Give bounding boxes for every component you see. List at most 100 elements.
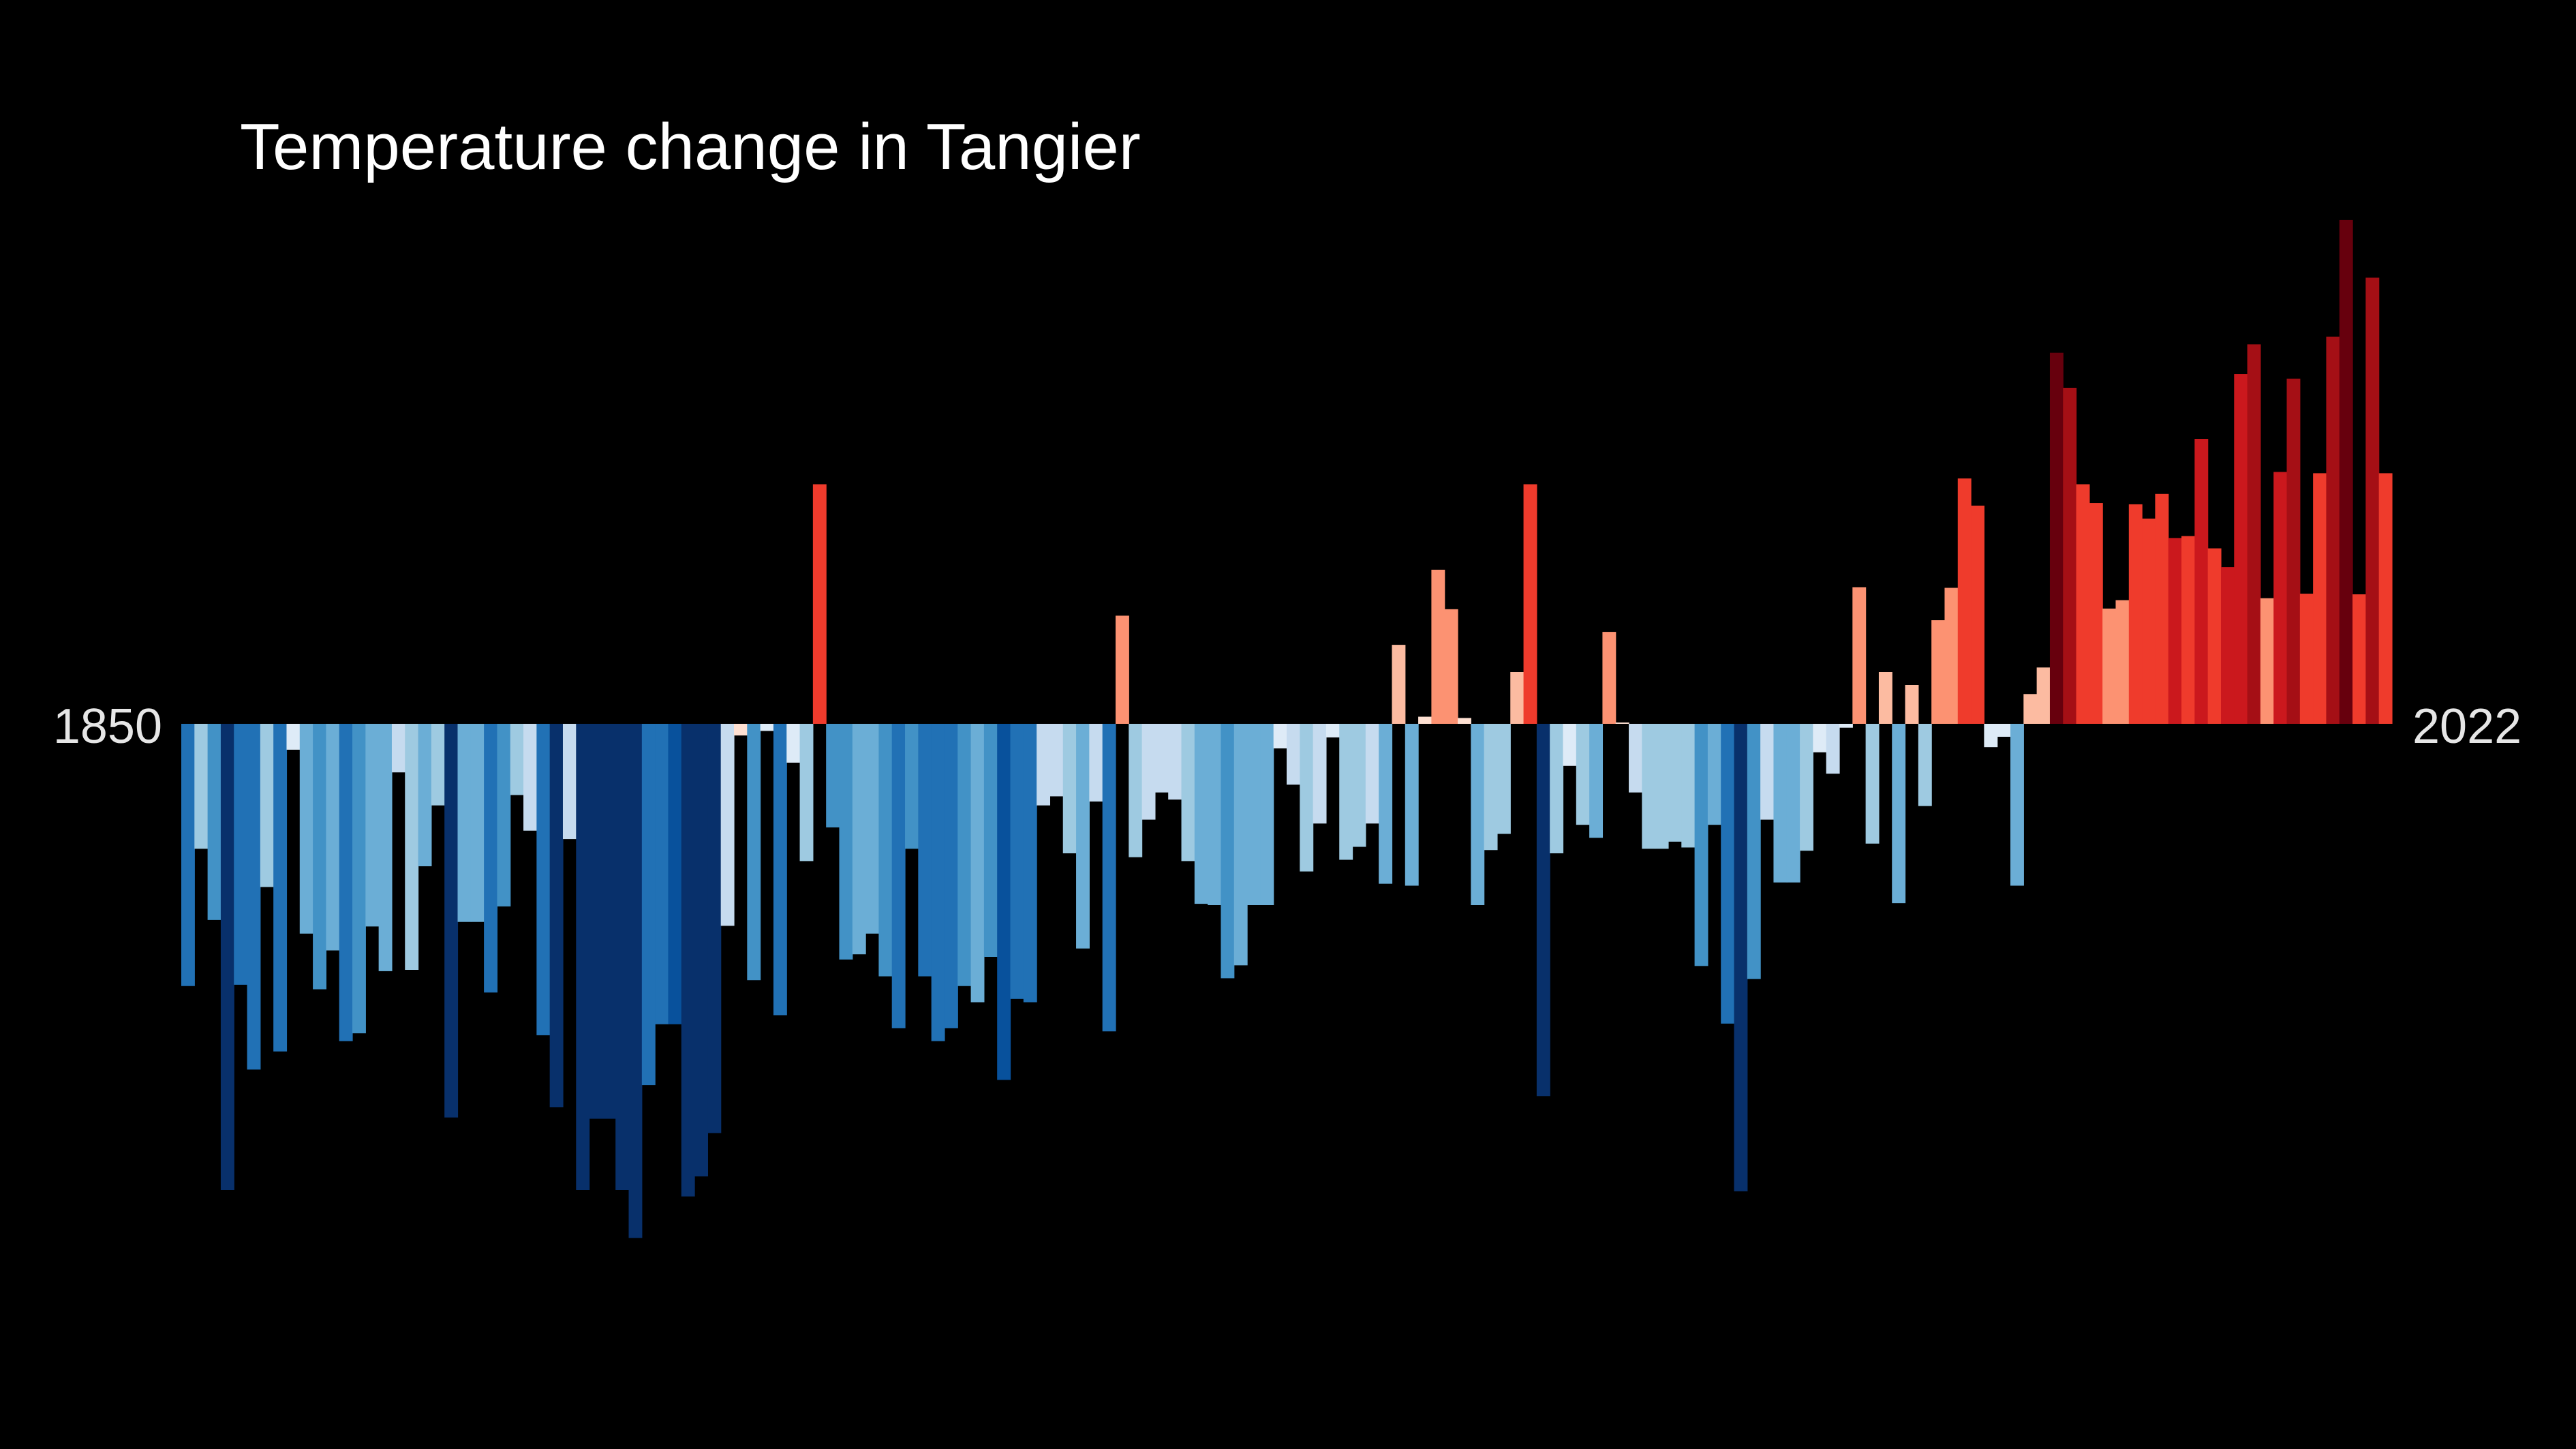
bar-1912: [997, 724, 1011, 1080]
bar-1960: [1629, 724, 1642, 793]
bar-1854: [234, 724, 248, 985]
bar-1955: [1563, 724, 1577, 766]
bar-1975: [1826, 724, 1840, 774]
bar-1946: [1444, 609, 1458, 724]
bar-1950: [1497, 724, 1511, 834]
bar-1967: [1721, 724, 1735, 1024]
bar-1936: [1313, 724, 1327, 824]
bar-1892: [734, 724, 748, 736]
bar-1868: [418, 724, 432, 866]
bar-1977: [1852, 587, 1867, 724]
bar-2016: [2365, 277, 2380, 724]
bar-1974: [1813, 724, 1827, 752]
bar-1888: [681, 724, 695, 1197]
bar-1862: [339, 724, 353, 1041]
bar-1957: [1589, 724, 1604, 838]
bar-2013: [2326, 336, 2340, 724]
bar-1870: [444, 724, 459, 1118]
bar-1947: [1458, 718, 1471, 724]
bar-1850: [181, 724, 195, 986]
bar-1998: [2128, 504, 2143, 724]
bar-1872: [470, 724, 485, 922]
bar-1907: [931, 724, 945, 1041]
bar-1904: [891, 724, 906, 1028]
bar-1989: [2010, 724, 2024, 886]
bar-1999: [2142, 518, 2156, 724]
bar-1852: [207, 724, 221, 920]
bar-1993: [2063, 387, 2077, 724]
bar-1937: [1325, 724, 1340, 737]
bar-2006: [2234, 374, 2248, 724]
bar-1875: [510, 724, 524, 795]
bar-2014: [2339, 219, 2353, 724]
bar-1928: [1208, 724, 1222, 905]
bar-1961: [1642, 724, 1656, 849]
bar-1986: [1971, 505, 1985, 724]
bar-2010: [2286, 378, 2301, 724]
bar-1940: [1365, 724, 1379, 824]
bar-1970: [1760, 724, 1775, 820]
bar-1932: [1260, 724, 1274, 905]
bar-2002: [2181, 536, 2195, 724]
bar-1959: [1615, 722, 1629, 724]
bar-1925: [1168, 724, 1182, 800]
bar-1962: [1655, 724, 1669, 849]
bar-1954: [1550, 724, 1564, 853]
bar-1982: [1918, 724, 1932, 806]
bar-1979: [1878, 672, 1892, 724]
bar-1992: [2049, 352, 2064, 724]
bar-1969: [1747, 724, 1761, 979]
bar-1941: [1379, 724, 1393, 884]
bar-1926: [1181, 724, 1195, 861]
bar-1890: [707, 724, 722, 1133]
bar-1867: [405, 724, 419, 970]
bar-1994: [2076, 484, 2090, 724]
bar-1922: [1129, 724, 1143, 857]
bar-1985: [1957, 478, 1972, 724]
bar-1971: [1773, 724, 1788, 883]
bar-1886: [655, 724, 669, 1024]
bar-2001: [2168, 538, 2182, 724]
bar-2003: [2194, 439, 2209, 724]
bar-1983: [1931, 620, 1946, 724]
bar-1899: [826, 724, 840, 827]
bar-1933: [1273, 724, 1287, 749]
bar-1953: [1536, 724, 1550, 1097]
bar-1929: [1221, 724, 1235, 979]
bar-1919: [1089, 724, 1103, 802]
bar-1903: [878, 724, 893, 977]
bar-1949: [1484, 724, 1498, 851]
bar-1973: [1800, 724, 1813, 851]
bar-1923: [1141, 724, 1156, 820]
bar-2007: [2247, 344, 2261, 724]
end-year-label: 2022: [2412, 699, 2521, 754]
bar-2008: [2260, 598, 2274, 724]
bar-1927: [1194, 724, 1208, 904]
bar-1930: [1233, 724, 1248, 966]
bar-2011: [2299, 594, 2314, 724]
bar-1939: [1352, 724, 1366, 847]
bar-1956: [1576, 724, 1590, 825]
bar-1857: [273, 724, 288, 1052]
bar-1943: [1405, 724, 1419, 886]
bar-1987: [1984, 724, 1998, 748]
bar-1866: [391, 724, 405, 773]
bar-1980: [1892, 724, 1906, 904]
bar-1856: [260, 724, 274, 887]
bar-2004: [2207, 548, 2222, 724]
bar-1920: [1102, 724, 1116, 1032]
bar-1964: [1681, 724, 1696, 848]
bar-1894: [760, 724, 774, 731]
bar-1861: [326, 724, 340, 951]
bar-1921: [1115, 615, 1129, 724]
bar-1874: [497, 724, 511, 906]
bar-1942: [1392, 645, 1406, 724]
bar-1981: [1905, 685, 1919, 724]
bar-1902: [865, 724, 880, 934]
bar-1879: [562, 724, 577, 840]
bar-1882: [602, 724, 616, 1119]
bar-1978: [1865, 724, 1880, 844]
bar-1909: [957, 724, 972, 986]
bar-1905: [905, 724, 919, 849]
bar-1880: [576, 724, 590, 1190]
